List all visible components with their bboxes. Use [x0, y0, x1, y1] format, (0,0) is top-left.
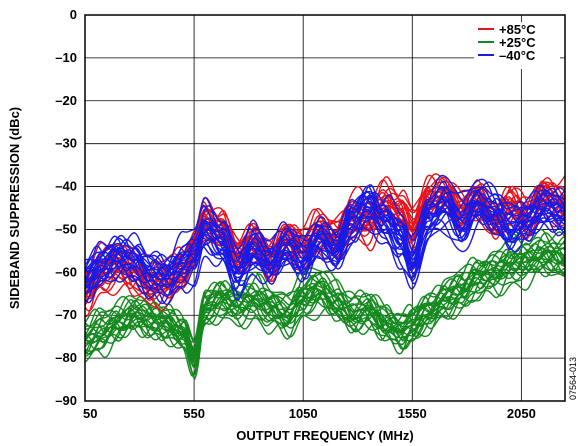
series-2	[84, 174, 566, 306]
x-tick-label: 2050	[507, 406, 536, 421]
y-tick-label: 0	[70, 7, 77, 22]
series-trace	[84, 247, 566, 351]
x-tick-label: 50	[83, 406, 97, 421]
legend-label-minus40c: –40°C	[499, 48, 536, 63]
series-trace	[84, 185, 566, 271]
series-trace	[84, 242, 566, 357]
legend: +85°C +25°C –40°C	[474, 22, 560, 69]
series-layer	[84, 173, 566, 380]
x-tick-label: 550	[183, 406, 205, 421]
figure-code: 07564-013	[568, 357, 578, 400]
series-trace	[84, 242, 566, 349]
y-tick-label: –20	[55, 93, 77, 108]
series-trace	[84, 178, 566, 279]
y-tick-label: –70	[55, 307, 77, 322]
x-tick-label: 1050	[289, 406, 318, 421]
series-trace	[84, 249, 566, 354]
legend-label-85c: +85°C	[499, 22, 536, 37]
y-tick-label: –10	[55, 50, 77, 65]
legend-label-25c: +25°C	[499, 35, 536, 50]
series-trace	[84, 231, 566, 343]
series-trace	[84, 206, 566, 305]
y-tick-label: –60	[55, 264, 77, 279]
series-trace	[84, 190, 566, 284]
series-trace	[84, 197, 566, 289]
y-tick-label: –40	[55, 179, 77, 194]
y-tick-labels: 0 –10 –20 –30 –40 –50 –60 –70 –80 –90	[55, 7, 77, 408]
plot-frame	[84, 14, 566, 402]
series-trace	[84, 251, 566, 368]
series-trace	[84, 174, 566, 267]
y-axis-title: SIDEBAND SUPPRESSION (dBc)	[7, 107, 22, 309]
y-tick-label: –90	[55, 393, 77, 408]
x-tick-labels: 50 550 1050 1550 2050	[83, 406, 536, 421]
y-tick-label: –50	[55, 221, 77, 236]
series-trace	[84, 199, 566, 290]
series-1	[84, 228, 566, 380]
series-trace	[84, 194, 566, 281]
x-tick-label: 1550	[398, 406, 427, 421]
y-tick-label: –80	[55, 350, 77, 365]
x-axis-title: OUTPUT FREQUENCY (MHz)	[236, 428, 413, 443]
series-trace	[84, 232, 566, 344]
y-tick-label: –30	[55, 136, 77, 151]
